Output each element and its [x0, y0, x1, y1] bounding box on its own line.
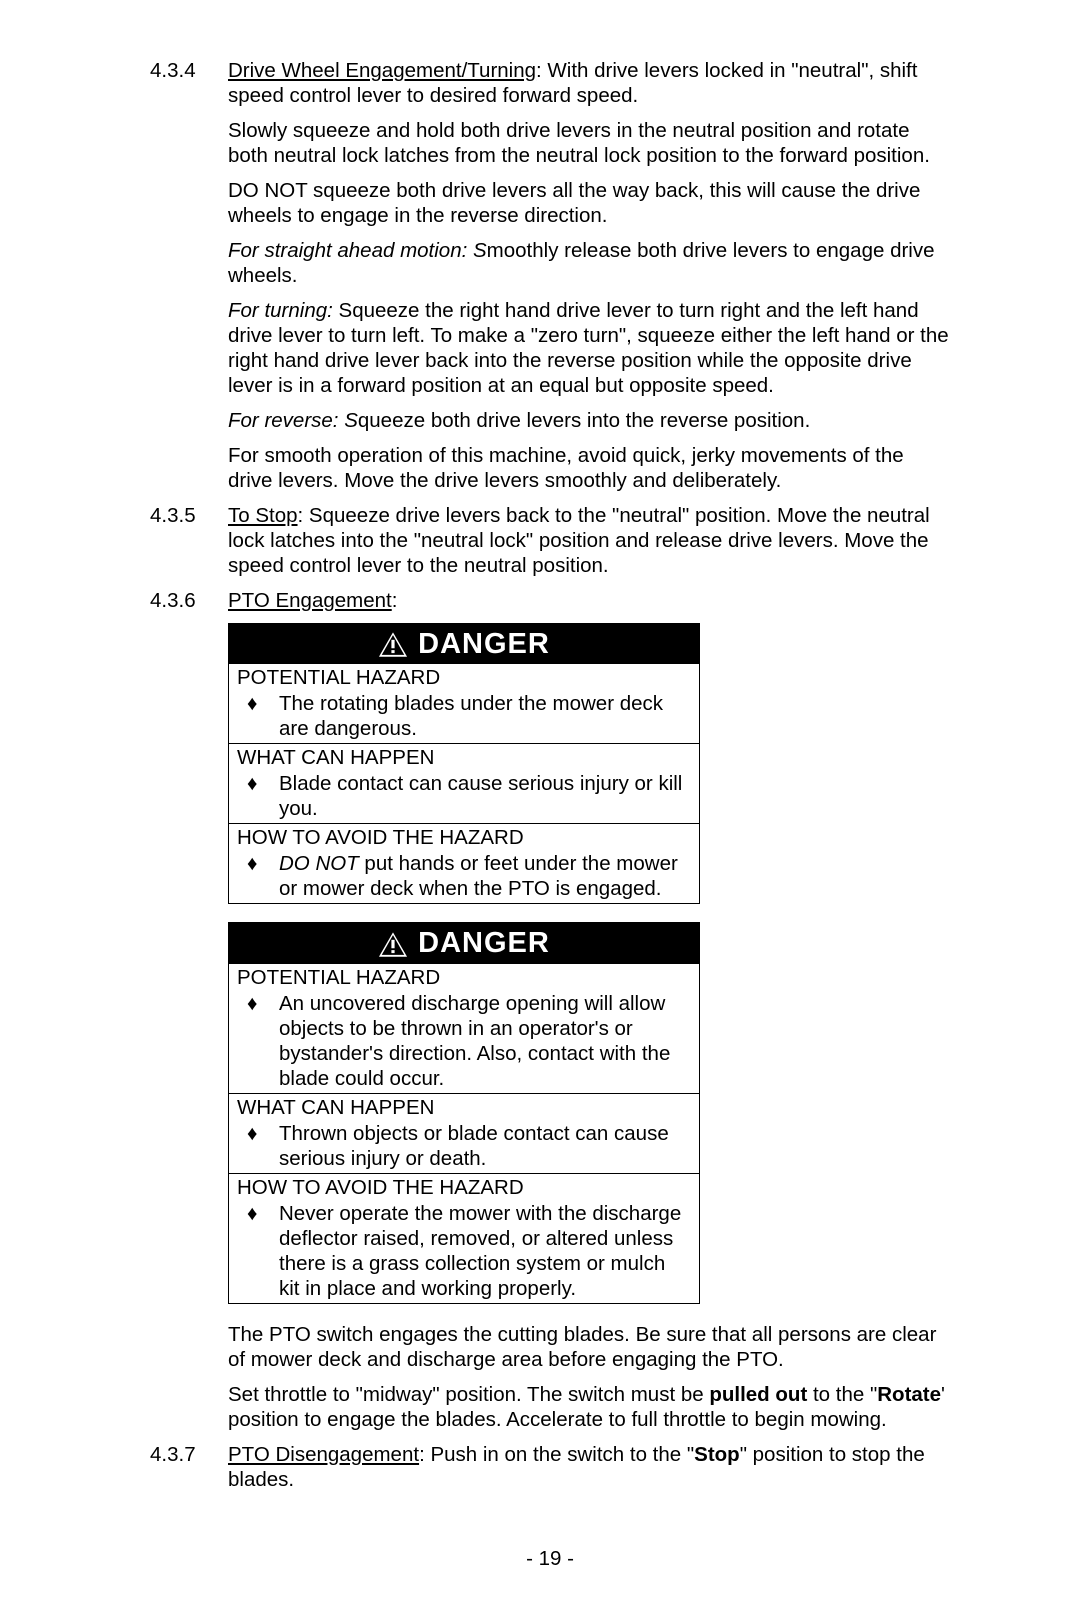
bullet-text: The rotating blades under the mower deck… — [279, 691, 693, 741]
text: queeze both drive levers into the revers… — [358, 409, 810, 432]
italic-text: DO NOT — [279, 852, 359, 875]
danger-subhead: WHAT CAN HAPPEN — [229, 744, 699, 771]
para: Drive Wheel Engagement/Turning: With dri… — [228, 58, 950, 108]
page: 4.3.4 Drive Wheel Engagement/Turning: Wi… — [0, 58, 1080, 1571]
danger-subhead: HOW TO AVOID THE HAZARD — [229, 824, 699, 851]
section-number: 4.3.5 — [150, 503, 228, 584]
bullet-row: ♦ Thrown objects or blade contact can ca… — [229, 1121, 699, 1172]
bullet-text: An uncovered discharge opening will allo… — [279, 991, 693, 1091]
bullet-text: Thrown objects or blade contact can caus… — [279, 1121, 693, 1171]
danger-section: HOW TO AVOID THE HAZARD ♦ Never operate … — [229, 1174, 699, 1303]
para: For smooth operation of this machine, av… — [228, 443, 950, 493]
section-4-3-5: 4.3.5 To Stop: Squeeze drive levers back… — [150, 503, 950, 584]
bullet-row: ♦ Blade contact can cause serious injury… — [229, 771, 699, 822]
danger-section: POTENTIAL HAZARD ♦ The rotating blades u… — [229, 664, 699, 744]
danger-section: POTENTIAL HAZARD ♦ An uncovered discharg… — [229, 964, 699, 1094]
para: PTO Engagement: — [228, 588, 950, 613]
italic-text: For reverse: S — [228, 409, 358, 432]
italic-text: For straight ahead motion: S — [228, 239, 487, 262]
para: Slowly squeeze and hold both drive lever… — [228, 118, 950, 168]
danger-box-2: DANGER POTENTIAL HAZARD ♦ An uncovered d… — [228, 922, 700, 1303]
heading-underline: PTO Engagement — [228, 589, 392, 612]
danger-header: DANGER — [229, 923, 699, 963]
danger-label: DANGER — [418, 926, 550, 961]
section-4-3-7: 4.3.7 PTO Disengagement: Push in on the … — [150, 1442, 950, 1498]
section-4-3-4: 4.3.4 Drive Wheel Engagement/Turning: Wi… — [150, 58, 950, 499]
warning-triangle-icon — [378, 931, 408, 958]
danger-label: DANGER — [418, 627, 550, 662]
italic-text: For turning: — [228, 299, 333, 322]
danger-header: DANGER — [229, 624, 699, 664]
text: : Push in on the switch to the " — [419, 1443, 694, 1466]
text: Squeeze the right hand drive lever to tu… — [228, 299, 949, 397]
section-number: 4.3.6 — [150, 588, 228, 1438]
heading-underline: To Stop — [228, 504, 298, 527]
page-number: - 19 - — [150, 1546, 950, 1571]
section-4-3-6: 4.3.6 PTO Engagement: DANGER POTENTIAL H… — [150, 588, 950, 1438]
bold-text: Stop — [694, 1443, 740, 1466]
bullet-text: DO NOT put hands or feet under the mower… — [279, 851, 693, 901]
bullet-icon: ♦ — [237, 771, 279, 821]
bullet-row: ♦ Never operate the mower with the disch… — [229, 1201, 699, 1302]
text: to the " — [807, 1383, 877, 1406]
danger-subhead: WHAT CAN HAPPEN — [229, 1094, 699, 1121]
section-content: PTO Engagement: DANGER POTENTIAL HAZARD … — [228, 588, 950, 1438]
para: For reverse: Squeeze both drive levers i… — [228, 408, 950, 433]
danger-box-1: DANGER POTENTIAL HAZARD ♦ The rotating b… — [228, 623, 700, 904]
section-number: 4.3.4 — [150, 58, 228, 499]
bullet-row: ♦ An uncovered discharge opening will al… — [229, 991, 699, 1092]
danger-subhead: POTENTIAL HAZARD — [229, 964, 699, 991]
bullet-text: Blade contact can cause serious injury o… — [279, 771, 693, 821]
text: : — [392, 589, 398, 612]
text: Set throttle to "midway" position. The s… — [228, 1383, 709, 1406]
heading-underline: Drive Wheel Engagement/Turning — [228, 59, 536, 82]
section-content: To Stop: Squeeze drive levers back to th… — [228, 503, 950, 584]
bullet-icon: ♦ — [237, 691, 279, 741]
text: : Squeeze drive levers back to the "neut… — [228, 504, 930, 577]
warning-triangle-icon — [378, 631, 408, 658]
para: To Stop: Squeeze drive levers back to th… — [228, 503, 950, 578]
bullet-text: Never operate the mower with the dischar… — [279, 1201, 693, 1301]
bullet-row: ♦ The rotating blades under the mower de… — [229, 691, 699, 742]
bullet-icon: ♦ — [237, 991, 279, 1091]
bold-text: Rotate — [877, 1383, 941, 1406]
danger-subhead: HOW TO AVOID THE HAZARD — [229, 1174, 699, 1201]
danger-section: HOW TO AVOID THE HAZARD ♦ DO NOT put han… — [229, 824, 699, 903]
para: The PTO switch engages the cutting blade… — [228, 1322, 950, 1372]
para: For straight ahead motion: Smoothly rele… — [228, 238, 950, 288]
para: PTO Disengagement: Push in on the switch… — [228, 1442, 950, 1492]
danger-section: WHAT CAN HAPPEN ♦ Thrown objects or blad… — [229, 1094, 699, 1174]
para: Set throttle to "midway" position. The s… — [228, 1382, 950, 1432]
section-content: Drive Wheel Engagement/Turning: With dri… — [228, 58, 950, 499]
danger-section: WHAT CAN HAPPEN ♦ Blade contact can caus… — [229, 744, 699, 824]
heading-underline: PTO Disengagement — [228, 1443, 419, 1466]
section-content: PTO Disengagement: Push in on the switch… — [228, 1442, 950, 1498]
bullet-icon: ♦ — [237, 1121, 279, 1171]
para: DO NOT squeeze both drive levers all the… — [228, 178, 950, 228]
danger-subhead: POTENTIAL HAZARD — [229, 664, 699, 691]
section-number: 4.3.7 — [150, 1442, 228, 1498]
bullet-icon: ♦ — [237, 851, 279, 901]
bold-text: pulled out — [709, 1383, 807, 1406]
bullet-icon: ♦ — [237, 1201, 279, 1301]
bullet-row: ♦ DO NOT put hands or feet under the mow… — [229, 851, 699, 902]
para: For turning: Squeeze the right hand driv… — [228, 298, 950, 398]
